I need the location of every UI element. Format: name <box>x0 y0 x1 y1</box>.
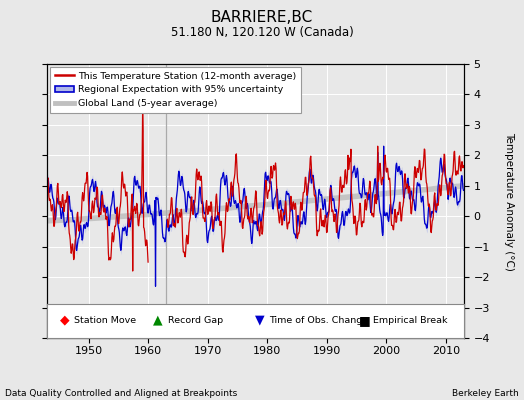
Text: Time of Obs. Change: Time of Obs. Change <box>269 316 368 325</box>
Text: Data Quality Controlled and Aligned at Breakpoints: Data Quality Controlled and Aligned at B… <box>5 389 237 398</box>
Legend: This Temperature Station (12-month average), Regional Expectation with 95% uncer: This Temperature Station (12-month avera… <box>50 67 301 113</box>
Text: Station Move: Station Move <box>74 316 136 325</box>
Text: ◆: ◆ <box>60 314 69 327</box>
Text: ■: ■ <box>359 314 370 327</box>
Text: ▲: ▲ <box>154 314 163 327</box>
Y-axis label: Temperature Anomaly (°C): Temperature Anomaly (°C) <box>504 132 514 270</box>
Text: Berkeley Earth: Berkeley Earth <box>452 389 519 398</box>
Text: BARRIERE,BC: BARRIERE,BC <box>211 10 313 25</box>
Text: Record Gap: Record Gap <box>168 316 223 325</box>
Text: Empirical Break: Empirical Break <box>373 316 447 325</box>
Text: ▼: ▼ <box>255 314 264 327</box>
Text: 51.180 N, 120.120 W (Canada): 51.180 N, 120.120 W (Canada) <box>171 26 353 39</box>
